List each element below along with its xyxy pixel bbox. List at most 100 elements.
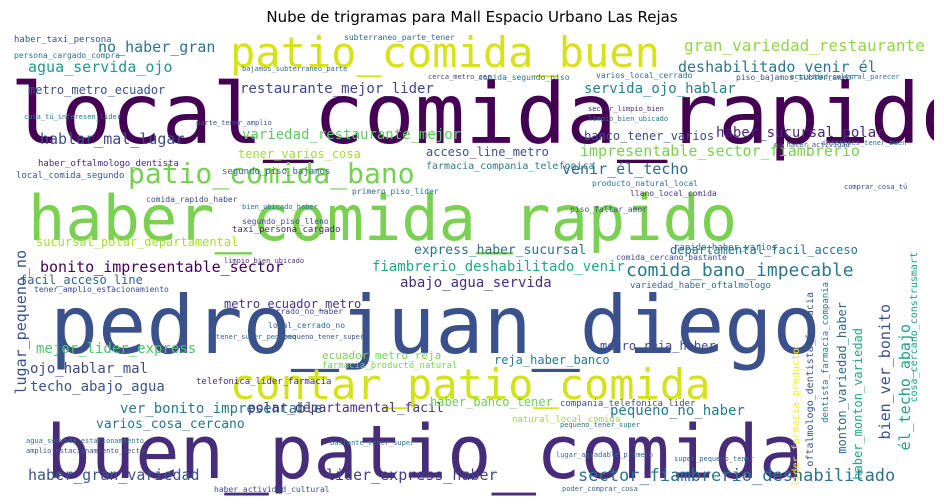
- word-metro-reja-haber: metro_reja_haber: [600, 339, 716, 353]
- word-agua-servida-estacionamiento: agua_servida_estacionamiento: [26, 437, 145, 445]
- word-tener-amplio-estacionamiento: tener_amplio_estacionamiento: [34, 285, 169, 294]
- word-pequeno-no-haber: pequeno_no_haber: [610, 403, 745, 419]
- word-haber-banco-tener: haber_banco_tener: [430, 395, 553, 409]
- word-servida-ojo-hablar: servida_ojo_hablar: [584, 81, 736, 97]
- word-departamental-facil-acceso: departamental_facil_acceso: [670, 243, 858, 257]
- word-persona-cargado-compra: persona_cargado_compra: [14, 51, 120, 60]
- word-llano-local-comida: llano_local_comida: [630, 189, 717, 198]
- word-farmacia-producto-natural: farmacia_producto_natural: [322, 361, 458, 371]
- word-polar-departamental-facil: polar_departamental_facil: [248, 401, 444, 416]
- word-varios-cosa-cercano: varios_cosa_cercano: [96, 417, 245, 432]
- word-haber-oftalmologo-dentista: haber_oftalmologo_dentista: [38, 159, 179, 169]
- word-producto-natural-local: producto_natural_local: [592, 179, 698, 188]
- chart-title: Nube de trigramas para Mall Espacio Urba…: [266, 8, 678, 26]
- word-comprar-cosa-tu: comprar_cosa_tú: [844, 183, 908, 191]
- word-haber-actividad-cultural: haber_actividad_cultural: [214, 485, 330, 494]
- word-ver-bonito-impresentable: ver_bonito_impresentable: [120, 401, 323, 417]
- word-amplio-estacionamiento-sector: amplio_estacionamiento_sector: [26, 447, 149, 455]
- word-no-hacer-actividad: no_hacer_actividad: [774, 141, 850, 149]
- word-taxi-persona-cargado: taxi_persona_cargado: [232, 225, 341, 235]
- word-no-haber-gran: no_haber_gran: [98, 38, 216, 56]
- word-haber-monton-variedad: haber_monton_variedad: [851, 328, 865, 480]
- word-rapido-haber-varios: rapido_haber_varios: [674, 243, 777, 253]
- word-tener-super-pequeno: tener_super_pequeno: [216, 333, 297, 341]
- word-metro-metro-ecuador: metro_metro_ecuador: [28, 83, 166, 97]
- word-restaurante-mejor-lider: restaurante_mejor_lider: [240, 81, 434, 97]
- word-deshabilitado-venir-el: deshabilitado_venir_él: [678, 58, 877, 76]
- word-comida-rapido-haber: comida_rapido_haber: [146, 195, 238, 204]
- word-patio-comida-buen: patio_comida_buen: [230, 32, 660, 77]
- word-poder-comprar-cosa: poder_comprar_cosa: [562, 485, 638, 493]
- word-abajo-agua-servida: abajo_agua_servida: [400, 275, 552, 291]
- word-mejor-lider-express: mejor_lider_express: [36, 341, 197, 357]
- word-piso-bajamos-subterraneo: piso_bajamos_subterraneo: [736, 73, 852, 82]
- word-facil-acceso-line: facil_acceso_line: [20, 273, 143, 287]
- word-varios-local-cerrado: varios_local_cerrado: [596, 71, 693, 80]
- word-ecuador-metro-reja: ecuador_metro_reja: [322, 349, 442, 362]
- word-tener-varios-cosa: tener_varios_cosa: [238, 147, 361, 161]
- word-natural-local-comida: natural_local_comida: [512, 415, 621, 425]
- word-comida-cercano-bastante: comida_cercano_bastante: [616, 253, 727, 262]
- word-patio-comida-bano: patio_comida_bano: [128, 157, 415, 190]
- word-metro-ecuador-metro: metro_ecuador_metro: [224, 297, 362, 311]
- word-bajamos-subterraneo-parte: bajamos_subterraneo_parte: [242, 65, 348, 73]
- word-limpio-bien-ubicado: limpio_bien_ubicado: [588, 115, 669, 123]
- word-cosa-tu-interesen-lider: cosa_tú_interesen_lider: [24, 113, 121, 121]
- word-contar-patio-comida: contar_patio_comida: [230, 360, 711, 409]
- word-segundo-piso-bajamos: segundo_piso_bajamos: [222, 167, 331, 177]
- word-bastante-tener-super: bastante_tener_super: [330, 439, 415, 447]
- word-actividad-cultural-parecer: actividad_cultural_parecer: [790, 73, 900, 81]
- word-local-comida-segundo: local_comida_segundo: [16, 171, 125, 181]
- word-compania-telefonica-lider: compania_telefonica_lider: [560, 399, 696, 409]
- word-haber-gran-variedad: haber_gran_variedad: [28, 466, 200, 484]
- word-hablar-mal-lugar: hablar_mal_lugar: [40, 130, 185, 148]
- word-pedro-juan-diego: pedro_juan_diego: [50, 279, 821, 372]
- word-dentista-farmacia-compania: dentista_farmacia_compania: [821, 282, 831, 423]
- word-limpio-bien-ubicado-2: limpio_bien_ubicado: [224, 257, 305, 265]
- word-subterraneo-parte-tener: subterraneo_parte_tener: [344, 33, 455, 42]
- word-bien-ubicado-haber: bien_ubicado_haber: [242, 203, 318, 211]
- word-acceso-line-metro: acceso_line_metro: [426, 145, 549, 159]
- word-ojo-hablar-mal: ojo_hablar_mal: [30, 361, 149, 377]
- word-reja-haber-banco: reja_haber_banco: [494, 353, 610, 367]
- word-cerrado-no-haber: cerrado_no_haber: [266, 307, 344, 316]
- word-monton-variedad-haber: monton_variedad_haber: [835, 302, 849, 454]
- word-lugar-agradable-primero: lugar_agradable_primero: [556, 451, 653, 459]
- word-super-pequeno-tener: super_pequeno_tener: [674, 455, 755, 463]
- word-sector-fiambrerio-deshabilitado: sector_fiambrerio_deshabilitado: [578, 466, 896, 486]
- word-telefonica-lider-farmacia: telefonica_lider_farmacia: [196, 377, 332, 387]
- word-local-comida-rapido: local_comida_rapido: [10, 65, 934, 163]
- word-segundo-piso-lleno: segundo_piso_lleno: [242, 217, 329, 226]
- word-venir-el-techo: venir_él_techo: [562, 160, 689, 178]
- word-agua-servida-ojo: agua_servida_ojo: [28, 58, 173, 76]
- word-piso-faltar-amor: piso_faltar_amor: [570, 205, 648, 214]
- word-variedad-haber-oftalmologo: variedad_haber_oftalmologo: [630, 281, 771, 291]
- word-pequeno-tener-super-2: pequeno_tener_super: [284, 333, 365, 341]
- word-intereses-tener-buen: intereses_tener_buen: [822, 139, 907, 147]
- word-sector-limpio-bien: sector_limpio_bien: [588, 105, 664, 113]
- word-local-cerrado-no: local_cerrado_no: [268, 321, 346, 330]
- word-buen-patio-comida: buen_patio_comida: [46, 410, 804, 496]
- word-comida-bano-impecable: comida_bano_impecable: [626, 260, 854, 281]
- word-impresentable-sector-fiambrerio: impresentable_sector_fiambrerio: [580, 142, 860, 160]
- word-bien-ver-bonito: bien_ver_bonito: [876, 304, 894, 440]
- word-haber-comida-rapido: haber_comida_rapido: [28, 182, 738, 255]
- word-sucursal-polar-departamental: sucursal_polar_departamental: [36, 235, 239, 249]
- word-banco-tener-varios: banco_tener_varios: [584, 129, 715, 143]
- word-cosa-cercano-construsmart: cosa_cercano_construsmart: [909, 252, 920, 403]
- word-techo-abajo-agua: techo_abajo_agua: [30, 379, 165, 395]
- word-oftalmologo-dentista-farmacia: oftalmologo_dentista_farmacia: [805, 292, 816, 467]
- word-pequeno-tener-super: pequeno_tener_super: [560, 421, 641, 429]
- word-lider-express-haber: lider_express_haber: [326, 466, 498, 484]
- word-express-haber-sucursal: express_haber_sucursal: [414, 243, 587, 258]
- word-comida-segundo-piso: comida_segundo_piso: [478, 73, 570, 82]
- word-bonito-impresentable-sector: bonito_impresentable_sector: [40, 258, 284, 276]
- word-variedad-restaurante-mejor: variedad_restaurante_mejor: [242, 127, 462, 143]
- word-farmacia-compania-telefonica: farmacia_compania_telefonica: [426, 161, 595, 172]
- word-fiambrerio-deshabilitado-venir: fiambrerio_deshabilitado_venir: [372, 259, 625, 275]
- word-parte-tener-amplio: parte_tener_amplio: [196, 119, 272, 127]
- word-cloud: local_comida_rapido haber_comida_rapido …: [10, 32, 934, 496]
- word-cerca-metro-ser: cerca_metro_ser: [428, 73, 492, 81]
- word-lider-farmacia-producto: lider_farmacia_producto: [791, 348, 802, 487]
- word-primero-piso-lider: primero_piso_lider: [352, 187, 439, 196]
